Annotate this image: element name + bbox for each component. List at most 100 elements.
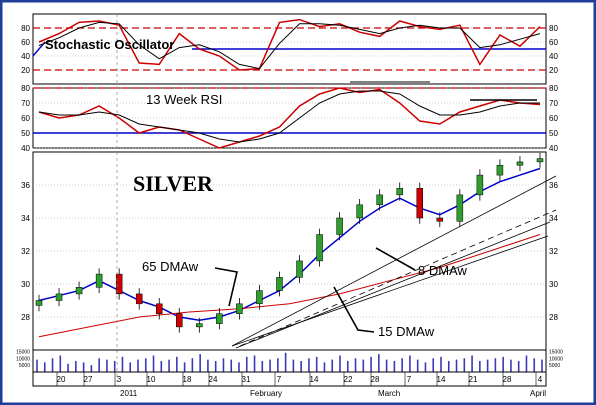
volume-bar [455, 359, 458, 372]
candle-body [236, 303, 243, 314]
series-line-red [38, 234, 541, 338]
candle-body [115, 273, 123, 295]
volume-bar [160, 361, 163, 372]
x-tick-label: 14 [437, 375, 446, 384]
y-tick-label-left: 70 [21, 99, 30, 108]
x-tick-label: 27 [84, 375, 93, 384]
series-line-red [38, 18, 541, 71]
volume-bar [346, 361, 349, 372]
volume-bar [238, 362, 240, 372]
volume-bar [152, 355, 155, 372]
volume-bar [385, 359, 388, 372]
volume-bar [222, 358, 225, 372]
volume-bar [432, 358, 435, 372]
y-tick-label-left: 60 [21, 114, 30, 123]
rsi-title: 13 Week RSI [146, 92, 222, 107]
candle-body [456, 194, 464, 222]
volume-bar [245, 356, 248, 372]
y-tick-label-right: 32 [549, 247, 558, 256]
x-tick-label: 7 [407, 375, 412, 384]
x-tick-label: 20 [57, 375, 66, 384]
volume-tick-right: 10000 [549, 356, 563, 362]
candle-body [55, 293, 63, 301]
axis-border [32, 371, 547, 387]
trend-line [231, 175, 557, 347]
candle-body [476, 174, 484, 196]
volume-bar [393, 361, 396, 372]
volume-bar [230, 359, 233, 372]
pointer-8-dmaw [375, 247, 416, 271]
volume-bar [144, 358, 147, 372]
x-tick-label: 7 [277, 375, 282, 384]
volume-bar [90, 365, 93, 372]
volume-bar [214, 361, 217, 372]
y-tick-label-right: 80 [549, 84, 558, 93]
volume-bar [339, 355, 341, 372]
y-tick-label-left: 32 [21, 247, 30, 256]
candle-body [356, 204, 363, 219]
y-tick-label-right: 34 [549, 214, 558, 223]
y-tick-label-right: 60 [549, 38, 558, 47]
series-line-black [38, 21, 541, 70]
volume-bar [502, 356, 504, 372]
volume-tick-left: 10000 [16, 356, 30, 362]
y-tick-label-right: 50 [549, 129, 558, 138]
candle-body [416, 188, 424, 219]
volume-bar [137, 359, 139, 372]
volume-bar [378, 354, 380, 372]
volume-bar [253, 355, 256, 372]
volume-bar [98, 358, 100, 372]
volume-bar [308, 358, 310, 372]
volume-bar [207, 359, 209, 372]
candle-body [95, 273, 103, 288]
volume-bar [315, 356, 318, 372]
x-tick-label: 31 [242, 375, 251, 384]
candle-body [155, 303, 163, 314]
x-tick-label: 14 [310, 375, 319, 384]
volume-bar [541, 359, 543, 372]
y-tick-label-right: 80 [549, 24, 558, 33]
trend-line [239, 209, 557, 347]
volume-bar [106, 359, 108, 372]
y-tick-label-left: 40 [21, 144, 30, 153]
volume-bar [486, 359, 489, 372]
annotation-65-dmaw: 65 DMAw [142, 259, 199, 274]
pointer-15-dmaw [333, 286, 375, 333]
volume-bar [300, 361, 302, 372]
volume-bar [362, 359, 365, 372]
volume-bar [440, 356, 442, 372]
volume-bar [75, 361, 77, 372]
series-line-black [38, 90, 540, 143]
x-tick-label: 28 [371, 375, 380, 384]
volume-bar [199, 354, 201, 372]
candle-body [176, 313, 183, 328]
candle-body [436, 217, 444, 222]
volume-bar [43, 362, 46, 372]
candle-body [496, 164, 504, 176]
annotation-8-dmaw: 8 DMAw [418, 263, 467, 278]
time-axis: 20 27 3 10 18 24 31 7 14 22 28 7 14 21 28 4 2011 February… [32, 371, 547, 398]
y-tick-label-left: 20 [21, 66, 30, 75]
y-tick-label-left: 80 [21, 24, 30, 33]
month-label: February [250, 389, 282, 398]
candle-body [256, 290, 263, 305]
volume-bar [323, 362, 326, 372]
volume-bar [370, 356, 372, 372]
x-tick-label: 18 [183, 375, 192, 384]
x-tick-label: 22 [344, 375, 353, 384]
volume-bar [168, 359, 170, 372]
volume-bar [129, 362, 132, 372]
stochastic-panel: 20 20 40 40 60 60 80 80 [21, 13, 558, 85]
x-tick-label: 10 [147, 375, 156, 384]
candle-body [216, 313, 223, 324]
volume-bar [533, 358, 536, 372]
stochastic-title: Stochastic Oscillator [45, 37, 174, 52]
candle-body [536, 158, 544, 163]
volume-bar [525, 355, 528, 372]
volume-bar [292, 359, 295, 372]
month-label: April [530, 389, 546, 398]
volume-bar [67, 363, 69, 372]
candle-body [396, 188, 403, 196]
